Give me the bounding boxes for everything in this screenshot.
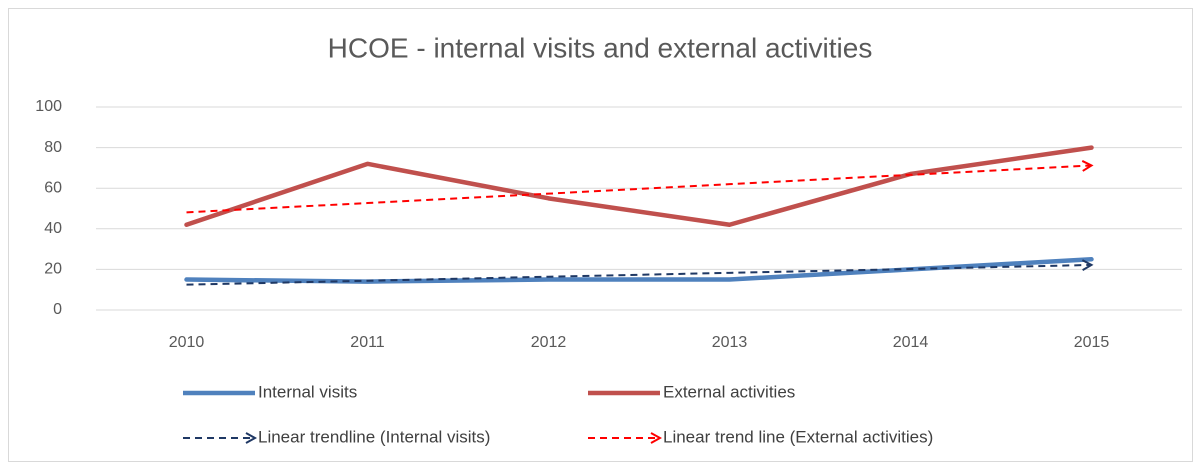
legend-label: Linear trend line (External activities) bbox=[663, 427, 933, 446]
x-tick-label: 2014 bbox=[893, 334, 929, 351]
y-tick-label: 80 bbox=[44, 139, 62, 156]
series-line bbox=[184, 145, 1094, 227]
chart-border bbox=[8, 8, 1193, 462]
y-tick-label: 20 bbox=[44, 261, 62, 278]
chart-title: HCOE - internal visits and external acti… bbox=[328, 32, 873, 63]
x-tick-label: 2013 bbox=[712, 334, 748, 351]
x-tick-label: 2012 bbox=[531, 334, 567, 351]
x-tick-label: 2010 bbox=[169, 334, 205, 351]
y-tick-label: 100 bbox=[35, 98, 62, 115]
x-tick-label: 2011 bbox=[350, 334, 385, 351]
legend-label: Internal visits bbox=[258, 382, 357, 401]
legend-label: Linear trendline (Internal visits) bbox=[258, 427, 490, 446]
y-tick-label: 0 bbox=[53, 301, 62, 318]
y-tick-label: 40 bbox=[44, 220, 62, 237]
series-line bbox=[186, 265, 1092, 286]
y-tick-label: 60 bbox=[44, 179, 62, 196]
x-tick-label: 2015 bbox=[1074, 334, 1110, 351]
legend-label: External activities bbox=[663, 382, 795, 401]
